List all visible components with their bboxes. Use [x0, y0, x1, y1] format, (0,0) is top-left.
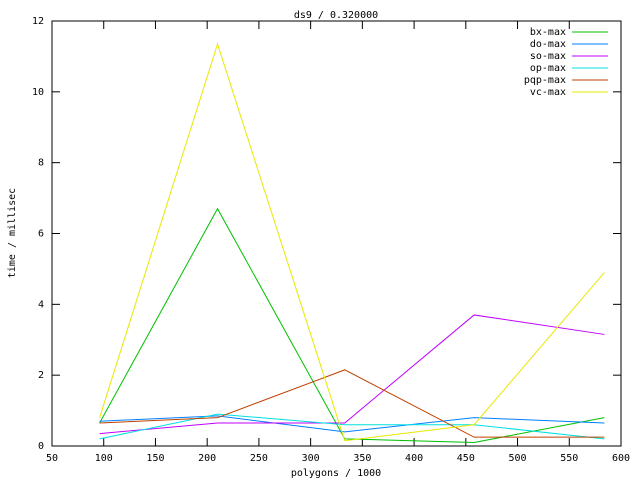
y-tick-label: 4	[38, 299, 44, 310]
series-line	[99, 314, 605, 435]
x-tick-label: 150	[146, 453, 164, 464]
y-tick-label: 0	[38, 441, 44, 452]
x-tick-label: 600	[612, 453, 630, 464]
y-tick-label: 12	[32, 16, 44, 27]
series-line	[99, 42, 605, 442]
legend-label: op-max	[530, 63, 566, 74]
x-tick-label: 450	[457, 453, 475, 464]
y-tick-label: 10	[32, 87, 44, 98]
legend-label: do-max	[530, 39, 566, 50]
legend-label: so-max	[530, 51, 566, 62]
y-tick-label: 6	[38, 229, 44, 240]
chart-title: ds9 / 0.320000	[294, 10, 378, 21]
x-tick-label: 500	[509, 453, 527, 464]
x-tick-label: 350	[353, 453, 371, 464]
x-axis-label: polygons / 1000	[291, 468, 381, 479]
series-line	[99, 207, 605, 443]
y-axis-label: time / millisec	[7, 188, 18, 278]
x-tick-label: 100	[95, 453, 113, 464]
x-tick-label: 300	[302, 453, 320, 464]
legend-label: pqp-max	[524, 75, 566, 86]
series-line	[99, 413, 605, 440]
x-tick-label: 50	[46, 453, 58, 464]
x-tick-label: 250	[250, 453, 268, 464]
series-line	[99, 369, 605, 438]
legend-label: vc-max	[530, 87, 566, 98]
y-tick-label: 2	[38, 370, 44, 381]
x-tick-label: 550	[560, 453, 578, 464]
x-tick-label: 200	[198, 453, 216, 464]
series-line	[99, 415, 605, 433]
legend-label: bx-max	[530, 27, 566, 38]
y-tick-label: 8	[38, 158, 44, 169]
x-tick-label: 400	[405, 453, 423, 464]
